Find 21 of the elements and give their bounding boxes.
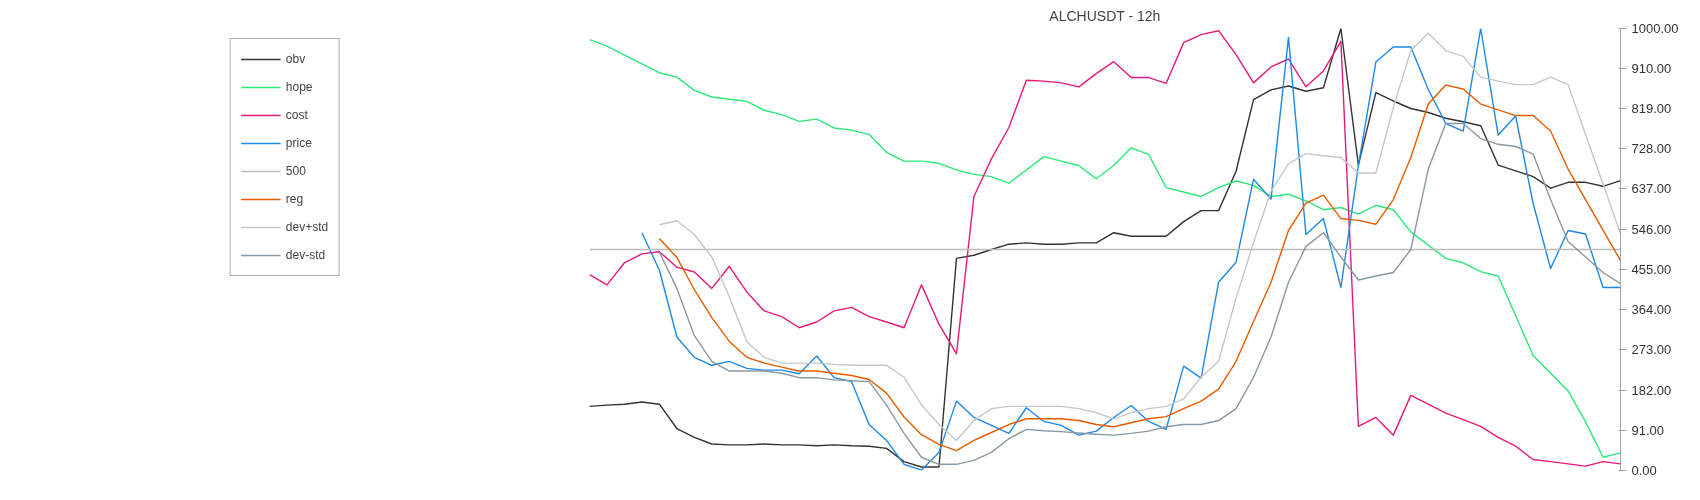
y-tick-label: 455.00 <box>1631 261 1672 277</box>
legend-label: 500 <box>285 164 306 178</box>
y-tick-label: 819.00 <box>1631 101 1672 116</box>
legend-label: reg <box>285 192 305 206</box>
y-tick-label: 273.00 <box>1631 342 1672 358</box>
y-tick-label: 637.00 <box>1631 181 1672 197</box>
legend-label: dev+std <box>285 220 329 234</box>
legend-label: hope <box>285 80 313 94</box>
legend-label: obv <box>285 52 306 66</box>
y-tick-label: 546.00 <box>1631 221 1672 237</box>
y-tick-label: 182.00 <box>1631 382 1672 398</box>
legend-label: price <box>285 136 312 150</box>
chart-title: ALCHUSDT - 12h <box>1049 7 1161 24</box>
y-tick-label: 910.00 <box>1631 60 1672 76</box>
y-tick-label: 0.00 <box>1631 463 1657 478</box>
y-tick-label: 1000.00 <box>1631 21 1679 36</box>
y-tick-label: 728.00 <box>1631 141 1672 157</box>
y-tick-label: 91.00 <box>1631 422 1665 438</box>
y-tick-label: 364.00 <box>1631 302 1672 318</box>
legend-label: dev-std <box>285 248 326 262</box>
legend-label: cost <box>285 108 308 122</box>
